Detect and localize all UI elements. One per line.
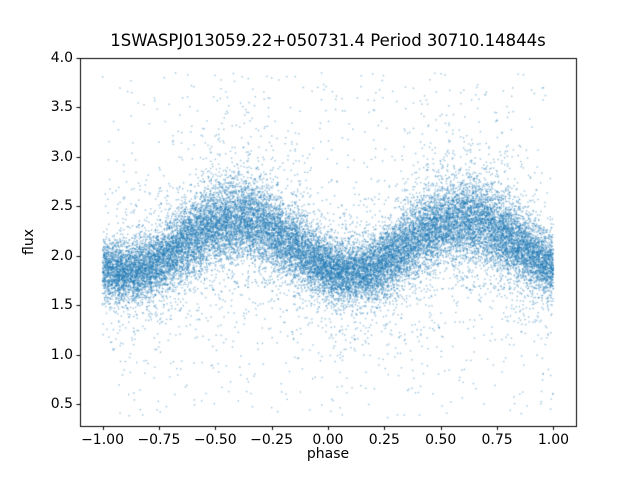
y-tick-label: 1.5 (50, 297, 73, 314)
x-tick-label: 0.75 (481, 432, 513, 448)
x-axis-label: phase (306, 446, 350, 462)
x-tick-label: 1.00 (537, 432, 570, 448)
x-tick-label: −1.00 (81, 432, 124, 448)
y-tick-label: 3.5 (50, 99, 73, 116)
y-tick-label: 2.0 (50, 247, 73, 264)
x-tick-label: 0.25 (368, 432, 400, 448)
x-tick-label: −0.50 (193, 432, 237, 448)
x-tick-label: 0.00 (312, 432, 344, 448)
y-tick-label: 4.0 (50, 50, 73, 66)
x-tick-label: 0.50 (425, 432, 457, 448)
x-tick-label: −0.25 (250, 432, 294, 448)
y-tick-label: 1.0 (50, 346, 73, 363)
y-tick-label: 2.5 (50, 198, 73, 215)
y-tick-label: 0.5 (50, 396, 73, 413)
x-tick-label: −0.75 (137, 432, 181, 448)
y-tick-label: 3.0 (50, 148, 73, 165)
chart-title: 1SWASPJ013059.22+050731.4 Period 30710.1… (110, 31, 546, 50)
